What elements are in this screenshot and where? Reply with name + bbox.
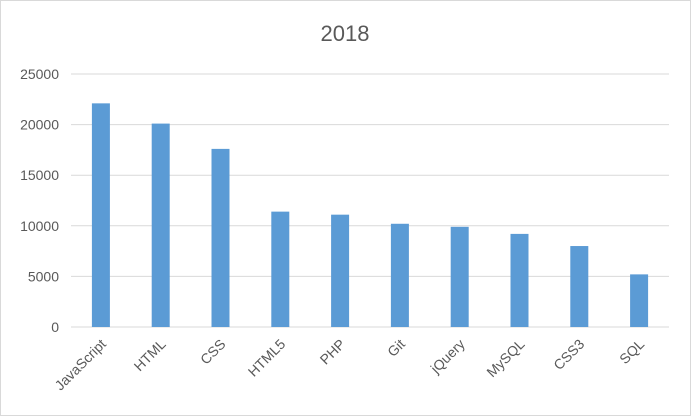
y-tick-label: 25000 [20, 66, 59, 82]
y-tick-label: 5000 [28, 268, 59, 284]
gridlines [71, 73, 669, 328]
x-category-label: Git [384, 336, 408, 360]
bar-javascript [91, 103, 110, 328]
bar-php [331, 214, 350, 327]
y-tick-label: 20000 [20, 117, 59, 133]
x-category-label: jQuery [427, 336, 468, 377]
x-category-label: SQL [616, 336, 647, 367]
chart-title: 2018 [321, 21, 370, 46]
bar-html [151, 123, 170, 327]
bar-css3 [570, 246, 589, 327]
bar-git [390, 223, 409, 327]
bar-html5 [271, 211, 290, 327]
bar-sql [630, 274, 649, 327]
x-category-label: HTML5 [245, 336, 289, 380]
y-tick-label: 0 [51, 319, 59, 335]
x-category-label: JavaScript [51, 336, 109, 394]
bar-css [211, 148, 230, 327]
x-category-label: CSS3 [550, 336, 587, 373]
x-category-label: HTML [131, 336, 169, 374]
bar-jquery [450, 226, 469, 327]
x-category-label: MySQL [483, 336, 527, 380]
y-tick-label: 15000 [20, 167, 59, 183]
x-category-label: PHP [317, 336, 349, 368]
x-axis-categories: JavaScript HTML CSS HTML5 PHP Git jQuery MySQL C… [51, 336, 647, 394]
x-category-label: CSS [197, 336, 229, 368]
y-axis-ticks: 0 5000 10000 15000 20000 25000 [20, 66, 59, 335]
bar-mysql [510, 233, 529, 327]
bars [91, 103, 649, 328]
y-tick-label: 10000 [20, 218, 59, 234]
